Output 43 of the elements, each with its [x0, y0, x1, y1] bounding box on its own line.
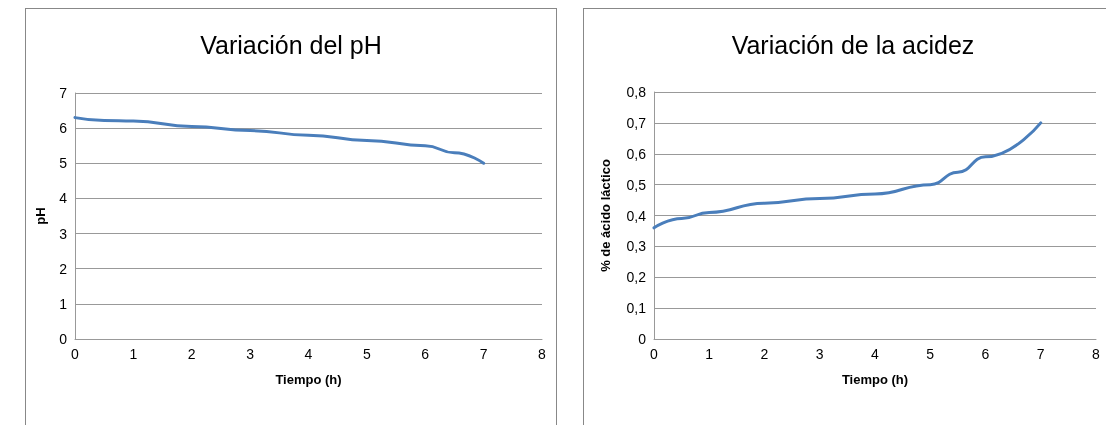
x-tick-label: 6	[421, 346, 430, 362]
x-tick-label: 5	[362, 346, 371, 362]
y-tick-label: 3	[59, 225, 68, 242]
y-tick-label: 0,6	[626, 145, 647, 162]
line-series	[652, 121, 1043, 230]
y-tick-label: 0,2	[626, 269, 647, 286]
x-tick-label: 0	[71, 346, 80, 362]
y-tick-label: 0,7	[626, 114, 647, 131]
y-tick-label: 4	[59, 190, 68, 207]
y-tick-label: 0,5	[626, 176, 647, 193]
x-tick-label: 4	[871, 346, 880, 362]
y-axis-title: % de ácido láctico	[598, 159, 613, 272]
y-tick-label: 0,4	[626, 207, 647, 224]
y-tick-label: 2	[59, 260, 68, 277]
x-tick-label: 7	[479, 346, 488, 362]
y-tick-label: 0,3	[626, 238, 647, 255]
x-tick-label: 2	[760, 346, 769, 362]
y-tick-label: 7	[59, 85, 68, 101]
chart-title: Variación del pH	[200, 30, 382, 59]
chart-title: Variación de la acidez	[731, 30, 975, 59]
line-series	[73, 116, 486, 165]
x-tick-label: 7	[1036, 346, 1045, 362]
x-tick-label: 8	[1092, 346, 1101, 362]
x-tick-label: 8	[538, 346, 547, 362]
x-tick-label: 3	[815, 346, 824, 362]
y-tick-label: 0,1	[626, 300, 647, 317]
x-tick-label: 1	[705, 346, 714, 362]
x-axis-title: Tiempo (h)	[841, 372, 909, 387]
y-tick-label: 5	[59, 155, 68, 172]
x-tick-label: 3	[246, 346, 255, 362]
x-tick-label: 1	[129, 346, 138, 362]
y-tick-label: 0	[59, 331, 68, 347]
x-tick-label: 6	[981, 346, 990, 362]
x-tick-label: 2	[187, 346, 196, 362]
x-axis-title: Tiempo (h)	[275, 372, 342, 387]
y-tick-label: 6	[59, 120, 68, 137]
y-tick-label: 1	[59, 295, 68, 312]
x-tick-label: 0	[650, 346, 659, 362]
x-tick-label: 5	[926, 346, 935, 362]
y-axis-title: pH	[33, 207, 48, 225]
y-tick-label: 0,8	[626, 84, 647, 100]
x-tick-label: 4	[304, 346, 313, 362]
y-tick-label: 0	[638, 331, 647, 347]
